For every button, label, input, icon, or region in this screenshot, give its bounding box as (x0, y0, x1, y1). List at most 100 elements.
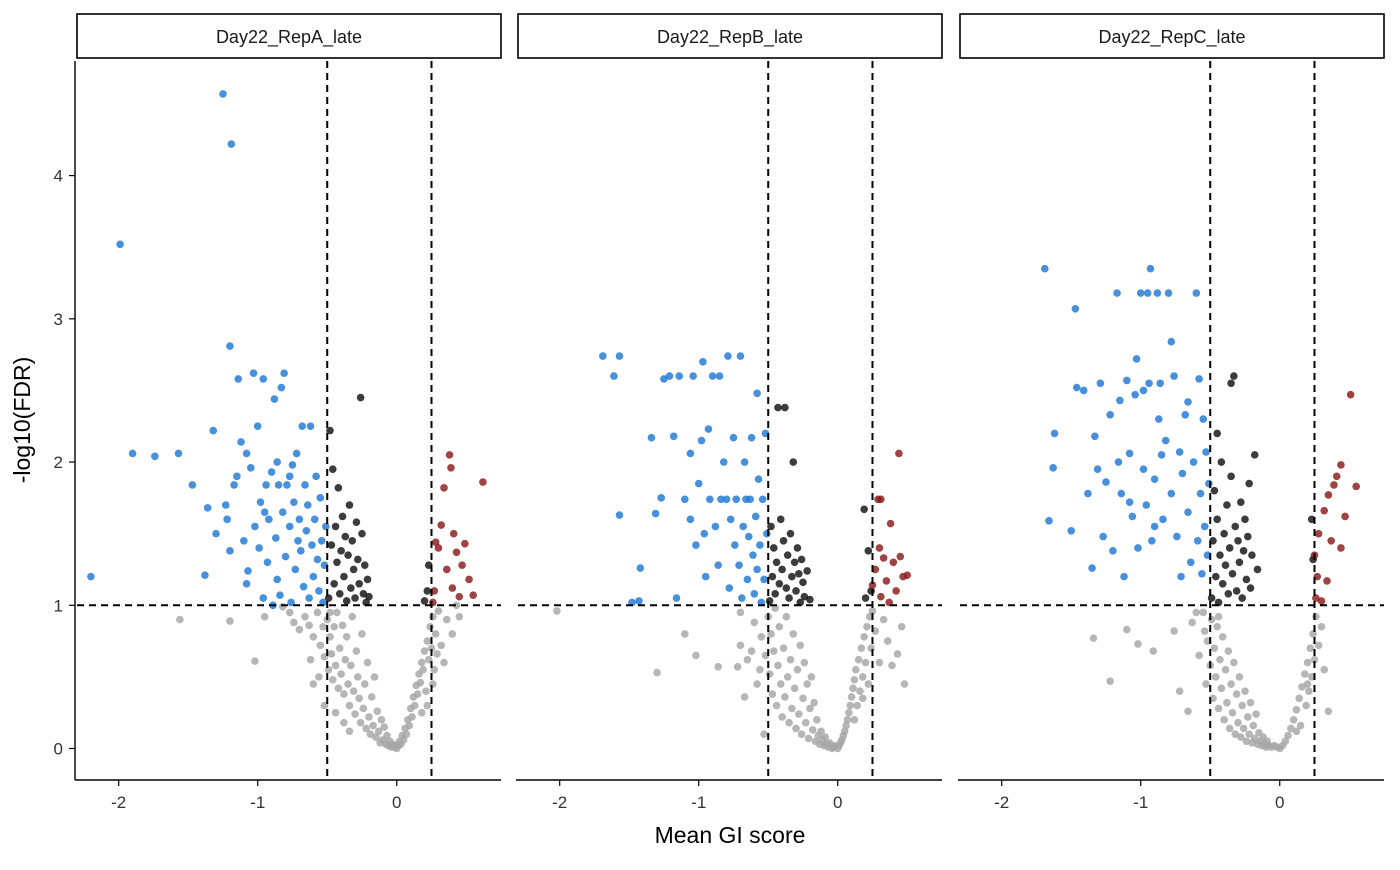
data-point (327, 650, 336, 658)
data-point (230, 481, 238, 489)
data-point (893, 650, 902, 658)
data-point (1193, 537, 1202, 545)
data-point (875, 544, 884, 552)
data-point (1249, 721, 1258, 730)
data-point (87, 572, 95, 581)
data-point (1221, 561, 1230, 569)
data-point (429, 680, 437, 688)
data-point (751, 512, 760, 521)
data-point (1153, 289, 1162, 297)
data-point (1327, 537, 1335, 545)
data-point (1181, 410, 1190, 419)
data-point (333, 608, 341, 617)
data-point (782, 584, 791, 592)
series-significant_small_effect (324, 393, 433, 607)
data-point (1192, 608, 1201, 617)
data-point (426, 622, 434, 631)
data-point (299, 582, 308, 591)
data-point (372, 733, 380, 741)
data-point (313, 608, 322, 617)
data-point (692, 651, 700, 660)
data-point (772, 701, 781, 710)
data-point (1159, 515, 1167, 524)
data-point (732, 495, 741, 504)
data-point (1167, 489, 1176, 498)
data-point (1210, 644, 1219, 653)
data-point (843, 716, 852, 724)
data-point (259, 375, 268, 383)
data-point (448, 584, 457, 592)
data-point (1143, 289, 1152, 297)
data-point (255, 544, 263, 552)
data-point (1214, 612, 1223, 621)
data-point (306, 655, 315, 664)
data-point (889, 558, 898, 567)
data-point (797, 730, 806, 738)
data-point (431, 630, 440, 638)
data-point (1241, 515, 1249, 524)
data-point (1177, 572, 1185, 581)
data-point (1093, 465, 1102, 473)
data-point (1106, 677, 1114, 685)
data-point (1324, 707, 1333, 716)
data-point (1202, 448, 1210, 456)
data-point (788, 704, 796, 713)
data-point (786, 529, 795, 538)
data-point (651, 509, 660, 518)
data-point (344, 680, 352, 688)
data-point (1167, 337, 1176, 346)
data-point (1241, 687, 1249, 695)
data-point (786, 655, 795, 664)
data-point (1142, 501, 1151, 509)
data-point (359, 704, 368, 713)
data-point (790, 684, 799, 693)
data-point (402, 730, 411, 738)
data-point (1245, 479, 1253, 488)
data-point (1173, 532, 1181, 541)
data-point (895, 449, 903, 458)
data-point (340, 718, 348, 727)
data-point (327, 541, 336, 549)
data-point (553, 607, 561, 615)
data-point (847, 693, 856, 701)
data-point (1149, 647, 1158, 655)
data-point (714, 663, 722, 671)
data-point (285, 522, 294, 531)
data-point (330, 622, 338, 631)
data-point (717, 495, 725, 504)
data-point (445, 451, 454, 459)
data-point (1178, 469, 1187, 478)
y-tick-label: 2 (54, 453, 63, 472)
data-point (681, 630, 689, 638)
data-point (226, 547, 234, 555)
data-point (1216, 551, 1224, 559)
data-point (854, 655, 863, 664)
data-point (427, 644, 436, 653)
data-point (808, 726, 817, 734)
data-point (342, 632, 351, 641)
facet-strip (959, 13, 1385, 59)
data-point (1199, 415, 1208, 423)
data-point (879, 554, 888, 562)
data-point (1281, 737, 1290, 746)
data-point (1237, 733, 1245, 741)
data-point (1238, 594, 1247, 602)
data-point (1317, 597, 1326, 605)
data-point (725, 584, 734, 592)
data-point (292, 449, 301, 458)
data-point (760, 575, 768, 584)
data-point (1223, 698, 1231, 707)
data-point (850, 716, 859, 724)
data-point (334, 484, 343, 492)
data-point (1186, 558, 1195, 567)
data-point (856, 687, 864, 695)
data-point (877, 592, 885, 601)
data-point (861, 658, 870, 667)
series-positive_significant (429, 451, 487, 607)
data-point (1225, 544, 1234, 552)
data-point (1089, 634, 1098, 643)
data-point (176, 615, 184, 624)
data-point (316, 494, 325, 502)
data-point (469, 591, 477, 600)
data-point (749, 551, 757, 559)
